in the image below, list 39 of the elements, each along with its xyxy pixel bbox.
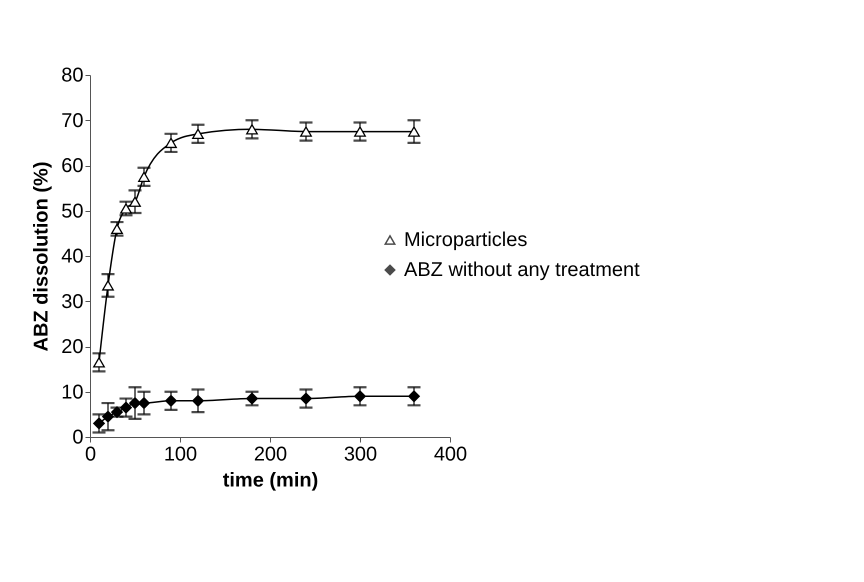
y-tick-label: 60 — [61, 155, 84, 177]
point — [93, 357, 105, 368]
y-tick-label: 70 — [61, 110, 84, 132]
point — [111, 224, 123, 234]
x-tick-label: 400 — [434, 444, 468, 466]
y-tick-label: 10 — [61, 381, 84, 404]
point — [129, 196, 141, 207]
y-axis-title: ABZ dissolution (%) — [30, 162, 52, 352]
point — [102, 280, 114, 291]
x-tick-label: 200 — [254, 444, 288, 466]
point — [192, 128, 204, 140]
point — [165, 394, 177, 407]
y-tick-label: 50 — [61, 200, 84, 222]
point — [138, 397, 150, 409]
point — [408, 126, 420, 137]
point — [354, 126, 366, 137]
point — [408, 390, 420, 402]
point — [354, 390, 366, 402]
point — [93, 418, 105, 430]
point — [300, 392, 312, 404]
point — [120, 402, 132, 414]
y-tick-label: 40 — [61, 246, 84, 268]
x-tick-label: 300 — [344, 444, 378, 466]
point — [138, 172, 150, 182]
point — [129, 397, 141, 409]
y-tick-label: 80 — [61, 64, 84, 86]
point — [165, 138, 177, 148]
point — [192, 394, 204, 407]
point — [120, 203, 132, 214]
point — [102, 410, 114, 423]
x-axis-title: time (min) — [222, 470, 318, 492]
point — [246, 124, 258, 134]
y-tick-label: 30 — [61, 290, 84, 313]
legend-label: Microparticles — [404, 229, 528, 251]
x-tick-label: 100 — [164, 444, 198, 466]
y-tick-label: 20 — [61, 336, 84, 358]
legend-label: ABZ without any treatment — [404, 259, 640, 281]
point — [300, 126, 312, 137]
y-tick-label: 0 — [72, 426, 84, 448]
